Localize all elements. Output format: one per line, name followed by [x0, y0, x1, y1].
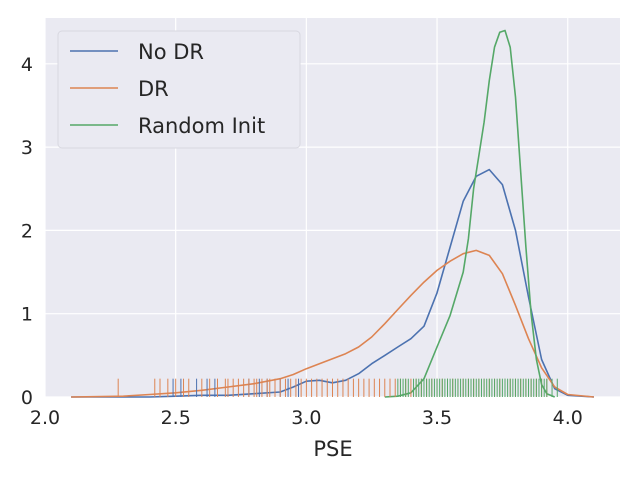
random-init-kde-line [384, 29, 556, 398]
legend-label-no-dr: No DR [138, 40, 204, 64]
legend-box [57, 30, 301, 149]
x-tick-label: 4.0 [553, 407, 583, 429]
legend-item-no-dr: No DR [70, 40, 204, 64]
legend-item-dr: DR [70, 77, 169, 101]
tick-labels: 2.0 2.5 3.0 3.5 4.0 0 1 2 3 4 [21, 54, 583, 429]
y-tick-label: 3 [21, 137, 33, 159]
x-axis-title: PSE [313, 437, 352, 461]
random-init-rug [397, 378, 558, 397]
x-tick-label: 3.0 [291, 407, 321, 429]
y-tick-label: 0 [21, 387, 33, 409]
legend: No DR DR Random Init [57, 30, 301, 149]
x-tick-label: 2.0 [30, 407, 60, 429]
legend-label-dr: DR [138, 77, 169, 101]
y-tick-label: 2 [21, 220, 33, 242]
y-tick-label: 1 [21, 304, 33, 326]
y-tick-label: 4 [21, 54, 33, 76]
legend-label-random-init: Random Init [138, 114, 265, 138]
x-tick-label: 2.5 [161, 407, 191, 429]
x-tick-label: 3.5 [422, 407, 452, 429]
no-dr-kde-line [71, 168, 594, 398]
legend-item-random-init: Random Init [70, 114, 265, 138]
rug-layer [117, 378, 558, 397]
